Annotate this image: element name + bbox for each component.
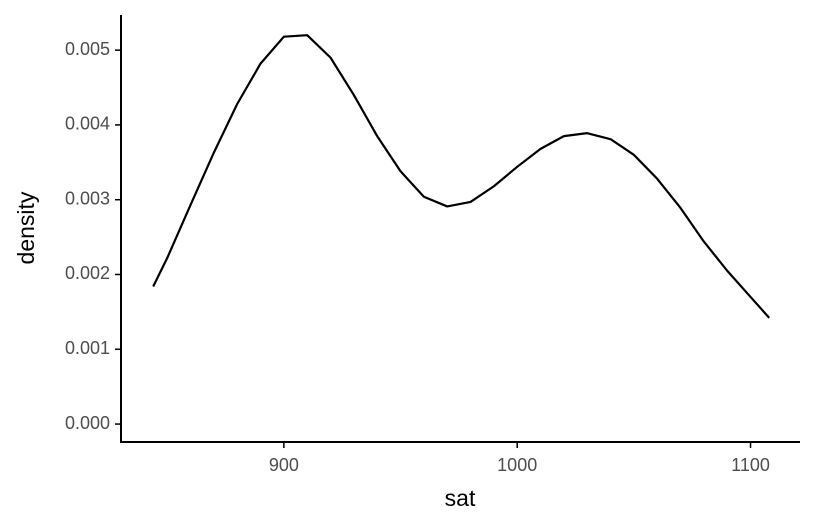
x-tick-label: 1100 [731,455,770,475]
y-tick-label: 0.004 [65,114,110,134]
y-tick-label: 0.003 [65,188,110,208]
y-tick-label: 0.002 [65,263,110,283]
x-tick-label: 1000 [497,455,537,475]
x-tick-label: 900 [269,455,299,475]
y-axis-title: density [13,191,39,264]
x-axis-title: sat [445,485,476,511]
density-line [152,34,771,319]
y-tick-label: 0.005 [65,39,110,59]
y-tick-label: 0.001 [65,338,110,358]
y-tick-label: 0.000 [65,413,110,433]
